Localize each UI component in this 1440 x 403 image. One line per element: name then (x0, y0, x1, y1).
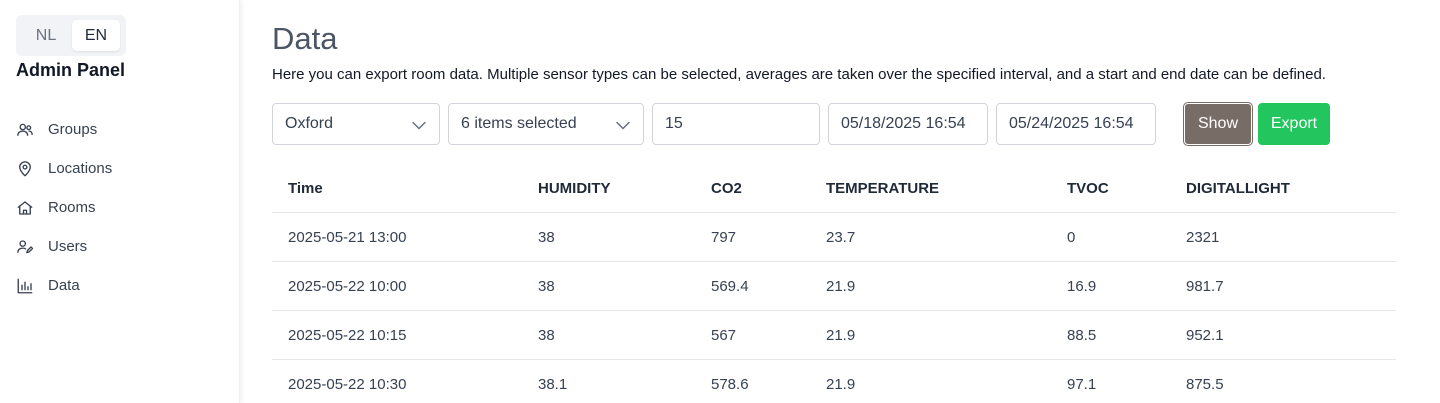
interval-value: 15 (665, 115, 683, 132)
table-cell: 0 (1067, 229, 1076, 246)
table-row: 2025-05-22 10:00 38 569.4 21.9 16.9 981.… (272, 262, 1396, 311)
sidebar-item-label: Rooms (48, 199, 96, 216)
table-cell: 2025-05-21 13:00 (288, 229, 407, 246)
table-cell: 2321 (1186, 229, 1220, 246)
table-cell: 569.4 (711, 278, 749, 295)
room-select[interactable]: Oxford (272, 103, 440, 145)
end-date-value: 05/24/2025 16:54 (1009, 115, 1134, 132)
column-header-tvoc[interactable]: TVOC (1067, 180, 1109, 197)
admin-panel-title: Admin Panel (16, 60, 126, 80)
table-row: 2025-05-22 10:15 38 567 21.9 88.5 952.1 (272, 311, 1396, 360)
home-icon (17, 200, 33, 215)
table-cell: 88.5 (1067, 327, 1097, 344)
sidebar-nav: Groups Locations Rooms Users Data (16, 110, 226, 305)
table-cell: 2025-05-22 10:15 (288, 327, 407, 344)
start-date-value: 05/18/2025 16:54 (841, 115, 966, 132)
table-header-row: Time HUMIDITY CO2 TEMPERATURE TVOC DIGIT… (272, 164, 1396, 213)
table-cell: 23.7 (826, 229, 856, 246)
sidebar-item-users[interactable]: Users (16, 227, 226, 266)
language-switch: NL EN (16, 15, 126, 56)
user-edit-icon (17, 239, 34, 253)
table-cell: 2025-05-22 10:00 (288, 278, 407, 295)
table-cell: 97.1 (1067, 376, 1097, 393)
table-cell: 21.9 (826, 278, 856, 295)
export-controls: Oxford 6 items selected 15 05/18/2025 16… (272, 102, 1396, 146)
language-nl-button[interactable]: NL (35, 26, 57, 44)
table-row: 2025-05-22 10:30 38.1 578.6 21.9 97.1 87… (272, 360, 1396, 403)
sidebar-item-locations[interactable]: Locations (16, 149, 226, 188)
table-cell: 578.6 (711, 376, 749, 393)
table-cell: 567 (711, 327, 737, 344)
table-cell: 875.5 (1186, 376, 1224, 393)
language-en-button[interactable]: EN (72, 20, 120, 51)
table-cell: 21.9 (826, 327, 856, 344)
interval-input[interactable]: 15 (652, 103, 820, 145)
sidebar-item-data[interactable]: Data (16, 266, 226, 305)
sidebar-item-label: Data (48, 277, 80, 294)
chevron-down-icon (616, 121, 630, 130)
sensor-types-select[interactable]: 6 items selected (448, 103, 644, 145)
sensor-types-value: 6 items selected (461, 115, 577, 132)
column-header-co2[interactable]: CO2 (711, 180, 742, 197)
export-button[interactable]: Export (1258, 103, 1330, 145)
end-date-input[interactable]: 05/24/2025 16:54 (996, 103, 1156, 145)
table-cell: 2025-05-22 10:30 (288, 376, 407, 393)
page-description: Here you can export room data. Multiple … (272, 66, 1326, 83)
chevron-down-icon (412, 121, 426, 130)
table-row: 2025-05-21 13:00 38 797 23.7 0 2321 (272, 213, 1396, 262)
sidebar-item-rooms[interactable]: Rooms (16, 188, 226, 227)
users-icon (17, 123, 33, 136)
sidebar-item-label: Groups (48, 121, 98, 138)
start-date-input[interactable]: 05/18/2025 16:54 (828, 103, 988, 145)
sidebar-item-label: Locations (48, 160, 113, 177)
table-cell: 38.1 (538, 376, 568, 393)
sidebar-item-label: Users (48, 238, 88, 255)
column-header-temperature[interactable]: TEMPERATURE (826, 180, 940, 197)
room-select-value: Oxford (285, 115, 334, 132)
column-header-time[interactable]: Time (288, 180, 323, 197)
sidebar: NL EN Admin Panel Groups Locations Rooms (0, 0, 240, 403)
column-header-digitallight[interactable]: DIGITALLIGHT (1186, 180, 1290, 197)
table-cell: 38 (538, 278, 555, 295)
table-cell: 16.9 (1067, 278, 1097, 295)
data-table: Time HUMIDITY CO2 TEMPERATURE TVOC DIGIT… (272, 164, 1396, 403)
table-cell: 38 (538, 327, 555, 344)
table-cell: 21.9 (826, 376, 856, 393)
bar-chart-icon (17, 278, 33, 293)
map-pin-icon (19, 160, 31, 176)
table-cell: 981.7 (1186, 278, 1224, 295)
column-header-humidity[interactable]: HUMIDITY (538, 180, 611, 197)
sidebar-item-groups[interactable]: Groups (16, 110, 226, 149)
table-cell: 797 (711, 229, 737, 246)
page-title: Data (272, 21, 338, 56)
table-cell: 38 (538, 229, 555, 246)
show-button[interactable]: Show (1183, 102, 1253, 146)
table-cell: 952.1 (1186, 327, 1224, 344)
